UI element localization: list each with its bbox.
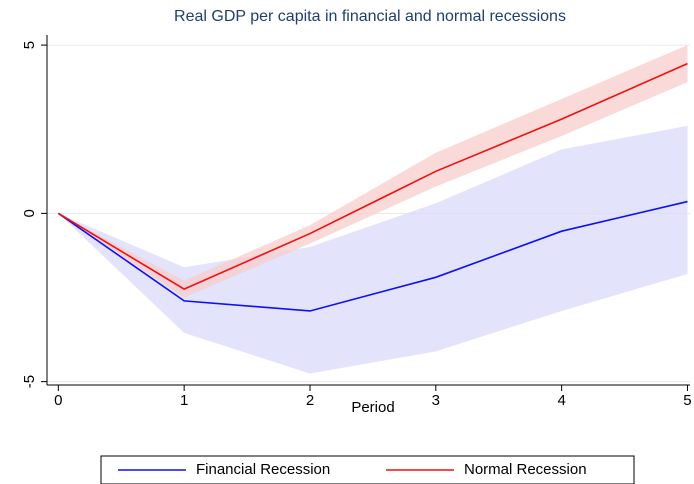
x-tick-label: 4 [557,392,565,409]
x-tick-label: 2 [306,392,314,409]
legend-label: Normal Recession [464,461,587,478]
x-axis-label: Period [351,399,394,416]
series-line [57,62,688,290]
x-tick-label: 3 [432,392,440,409]
legend-box [100,455,635,484]
legend-label: Financial Recession [196,461,330,478]
x-tick-label: 5 [683,392,691,409]
x-tick-label: 0 [54,392,62,409]
chart-title: Real GDP per capita in financial and nor… [174,8,566,25]
x-tick-label: 1 [180,392,188,409]
y-tick-label: 0 [21,209,38,217]
y-tick-label: 5 [21,41,38,49]
confidence-band [58,125,688,374]
series-line [57,200,688,312]
y-tick-label: -5 [21,375,38,388]
